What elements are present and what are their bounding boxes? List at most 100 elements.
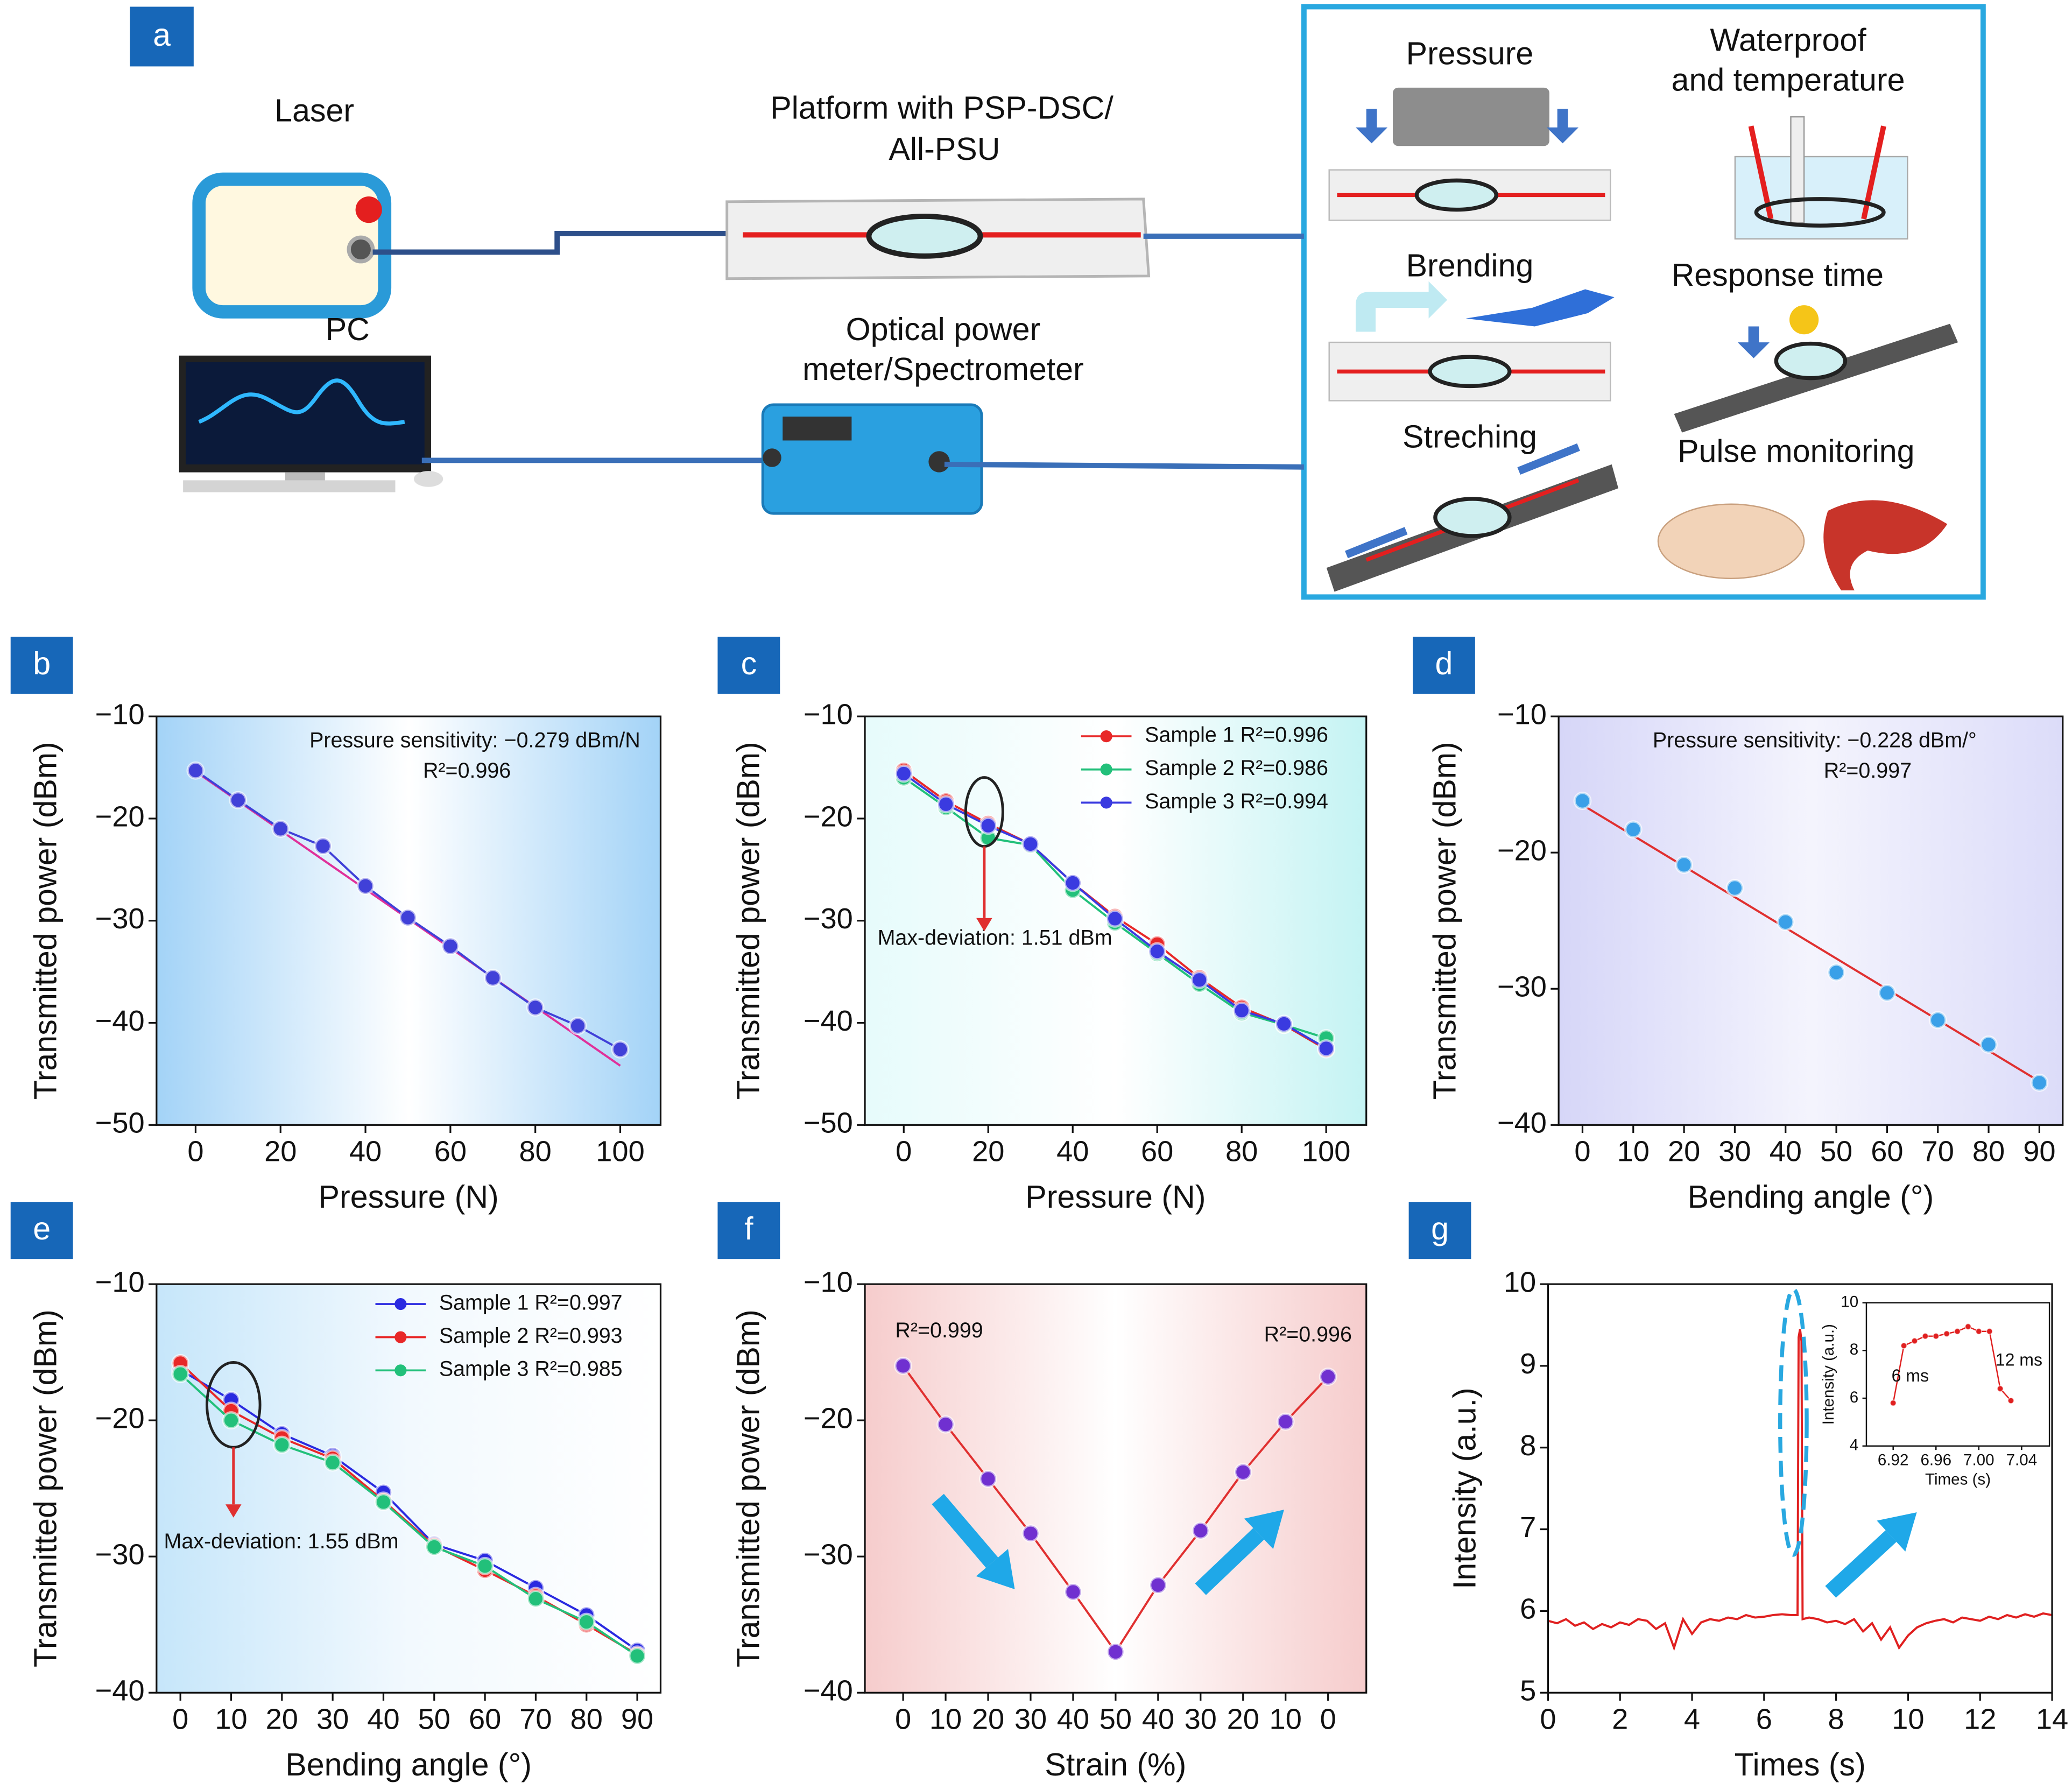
x-tick-label: 40 bbox=[1057, 1703, 1089, 1735]
test-label: Response time bbox=[1672, 257, 1884, 293]
y-tick-label: 5 bbox=[1520, 1675, 1536, 1707]
data-point bbox=[526, 1589, 545, 1608]
x-tick-label: 14 bbox=[2036, 1703, 2068, 1735]
plot-background bbox=[1866, 1302, 2050, 1446]
data-point bbox=[936, 795, 955, 814]
series-line bbox=[1547, 1329, 2053, 1651]
x-axis-label: Pressure (N) bbox=[319, 1179, 499, 1215]
annotation: Max-deviation: 1.55 dBm bbox=[164, 1530, 399, 1553]
plot-background bbox=[156, 1284, 661, 1693]
data-point bbox=[1106, 1643, 1125, 1661]
arrow-head bbox=[1244, 1510, 1284, 1549]
x-tick-label: 60 bbox=[1141, 1135, 1173, 1167]
panel-label: b bbox=[33, 645, 51, 681]
x-tick-label: 20 bbox=[972, 1135, 1004, 1167]
panel-label: f bbox=[744, 1210, 753, 1246]
panel-label: c bbox=[741, 645, 757, 681]
data-point bbox=[483, 968, 502, 988]
annotation: R²=0.997 bbox=[1824, 759, 1912, 783]
pc-keyboard bbox=[183, 480, 396, 492]
arrow-shaft bbox=[1825, 1530, 1897, 1598]
legend-marker bbox=[394, 1331, 407, 1343]
legend-marker bbox=[394, 1364, 407, 1377]
arrow-shaft bbox=[1195, 1528, 1264, 1595]
panel-label-box bbox=[717, 1202, 780, 1259]
x-tick-label: 100 bbox=[1302, 1135, 1350, 1167]
x-tick-label: 60 bbox=[469, 1703, 501, 1735]
data-point bbox=[1776, 913, 1795, 932]
y-tick-label: 6 bbox=[1850, 1389, 1858, 1406]
ball-icon bbox=[1789, 305, 1819, 335]
platform-label: Platform with PSP-DSC/ bbox=[770, 89, 1113, 125]
fiber bbox=[372, 231, 743, 255]
panel-label-box bbox=[1413, 637, 1475, 694]
x-tick-label: 30 bbox=[1718, 1135, 1751, 1167]
sensor-ring bbox=[1774, 341, 1848, 380]
y-tick-label: −10 bbox=[804, 1266, 853, 1298]
wrist-icon bbox=[1657, 503, 1805, 580]
pc-wave bbox=[198, 378, 405, 426]
y-tick-label: −30 bbox=[95, 1539, 145, 1571]
arrow-head bbox=[225, 1504, 242, 1518]
data-point bbox=[1986, 1328, 1993, 1335]
annotation: Pressure sensitivity: −0.279 dBm/N bbox=[309, 728, 640, 752]
x-tick-label: 80 bbox=[1225, 1135, 1258, 1167]
data-point bbox=[628, 1646, 647, 1665]
plot-frame bbox=[864, 715, 1368, 1126]
test-label: Pressure bbox=[1406, 35, 1534, 71]
test-label: Streching bbox=[1403, 419, 1537, 455]
x-tick-label: 20 bbox=[266, 1703, 298, 1735]
x-tick-label: 20 bbox=[1227, 1703, 1259, 1735]
y-tick-label: −10 bbox=[95, 698, 145, 730]
x-tick-label: 30 bbox=[1185, 1703, 1217, 1735]
test-label: Pulse monitoring bbox=[1678, 433, 1915, 469]
data-point bbox=[1624, 820, 1643, 839]
data-point bbox=[1063, 1582, 1082, 1601]
data-point bbox=[398, 908, 417, 927]
panel-label: e bbox=[33, 1210, 51, 1246]
y-tick-label: −40 bbox=[804, 1005, 853, 1037]
data-point bbox=[323, 1453, 342, 1472]
panel-label: a bbox=[153, 17, 171, 53]
legend-label: Sample 3 R²=0.985 bbox=[439, 1357, 623, 1381]
y-tick-label: −20 bbox=[804, 1402, 853, 1434]
y-tick-label: −20 bbox=[1497, 835, 1547, 867]
arrow-head bbox=[1877, 1512, 1917, 1552]
arrow-shaft bbox=[932, 1493, 998, 1568]
arrow-head bbox=[976, 1549, 1015, 1589]
data-point bbox=[1148, 1576, 1167, 1595]
plot-frame bbox=[1865, 1302, 2050, 1447]
x-axis-label: Bending angle (°) bbox=[1688, 1179, 1934, 1215]
data-point bbox=[577, 1612, 596, 1631]
y-tick-label: 4 bbox=[1850, 1436, 1858, 1454]
data-point bbox=[1954, 1328, 1961, 1335]
data-point bbox=[2007, 1397, 2014, 1404]
y-tick-label: −40 bbox=[1497, 1107, 1547, 1139]
x-tick-label: 30 bbox=[1014, 1703, 1047, 1735]
data-point bbox=[894, 1356, 913, 1375]
x-tick-label: 40 bbox=[1056, 1135, 1089, 1167]
x-tick-label: 60 bbox=[434, 1135, 467, 1167]
x-tick-label: 100 bbox=[596, 1135, 644, 1167]
panel-label-box bbox=[130, 6, 194, 67]
legend-marker bbox=[1100, 797, 1112, 809]
annotation: R²=0.996 bbox=[1264, 1323, 1352, 1347]
data-point bbox=[1232, 1001, 1251, 1020]
data-point bbox=[1021, 1524, 1040, 1543]
x-tick-label: 50 bbox=[1820, 1135, 1852, 1167]
plot-background bbox=[1559, 716, 2063, 1125]
legend-marker bbox=[1100, 730, 1112, 743]
data-point bbox=[1105, 909, 1124, 928]
x-tick-label: 20 bbox=[1668, 1135, 1700, 1167]
y-tick-label: −30 bbox=[95, 903, 145, 935]
y-axis-label: Transmitted power (dBm) bbox=[1427, 742, 1463, 1100]
x-tick-label: 80 bbox=[1972, 1135, 2005, 1167]
data-point bbox=[526, 998, 545, 1017]
panel-label-box bbox=[10, 1202, 73, 1259]
drop-arrow bbox=[1737, 326, 1770, 358]
platform-label: All-PSU bbox=[889, 131, 1000, 167]
x-tick-label: 0 bbox=[1574, 1135, 1590, 1167]
data-point bbox=[425, 1538, 443, 1556]
data-point bbox=[1979, 1035, 1998, 1054]
bend-arrow bbox=[1356, 281, 1448, 332]
